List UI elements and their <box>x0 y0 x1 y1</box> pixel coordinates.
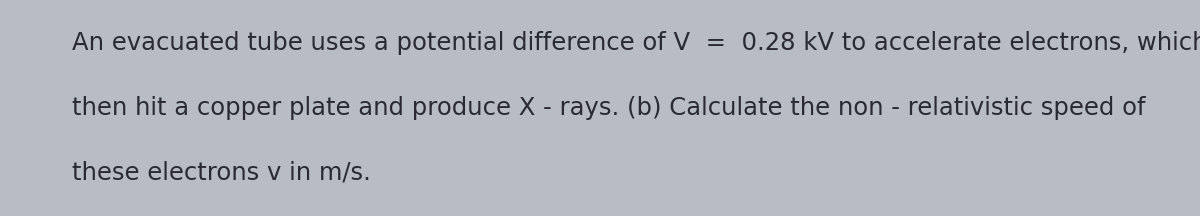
Text: An evacuated tube uses a potential difference of V  =  0.28 kV to accelerate ele: An evacuated tube uses a potential diffe… <box>72 31 1200 55</box>
Text: then hit a copper plate and produce X - rays. (b) Calculate the non - relativist: then hit a copper plate and produce X - … <box>72 96 1146 120</box>
Text: these electrons v in m/s.: these electrons v in m/s. <box>72 161 371 185</box>
